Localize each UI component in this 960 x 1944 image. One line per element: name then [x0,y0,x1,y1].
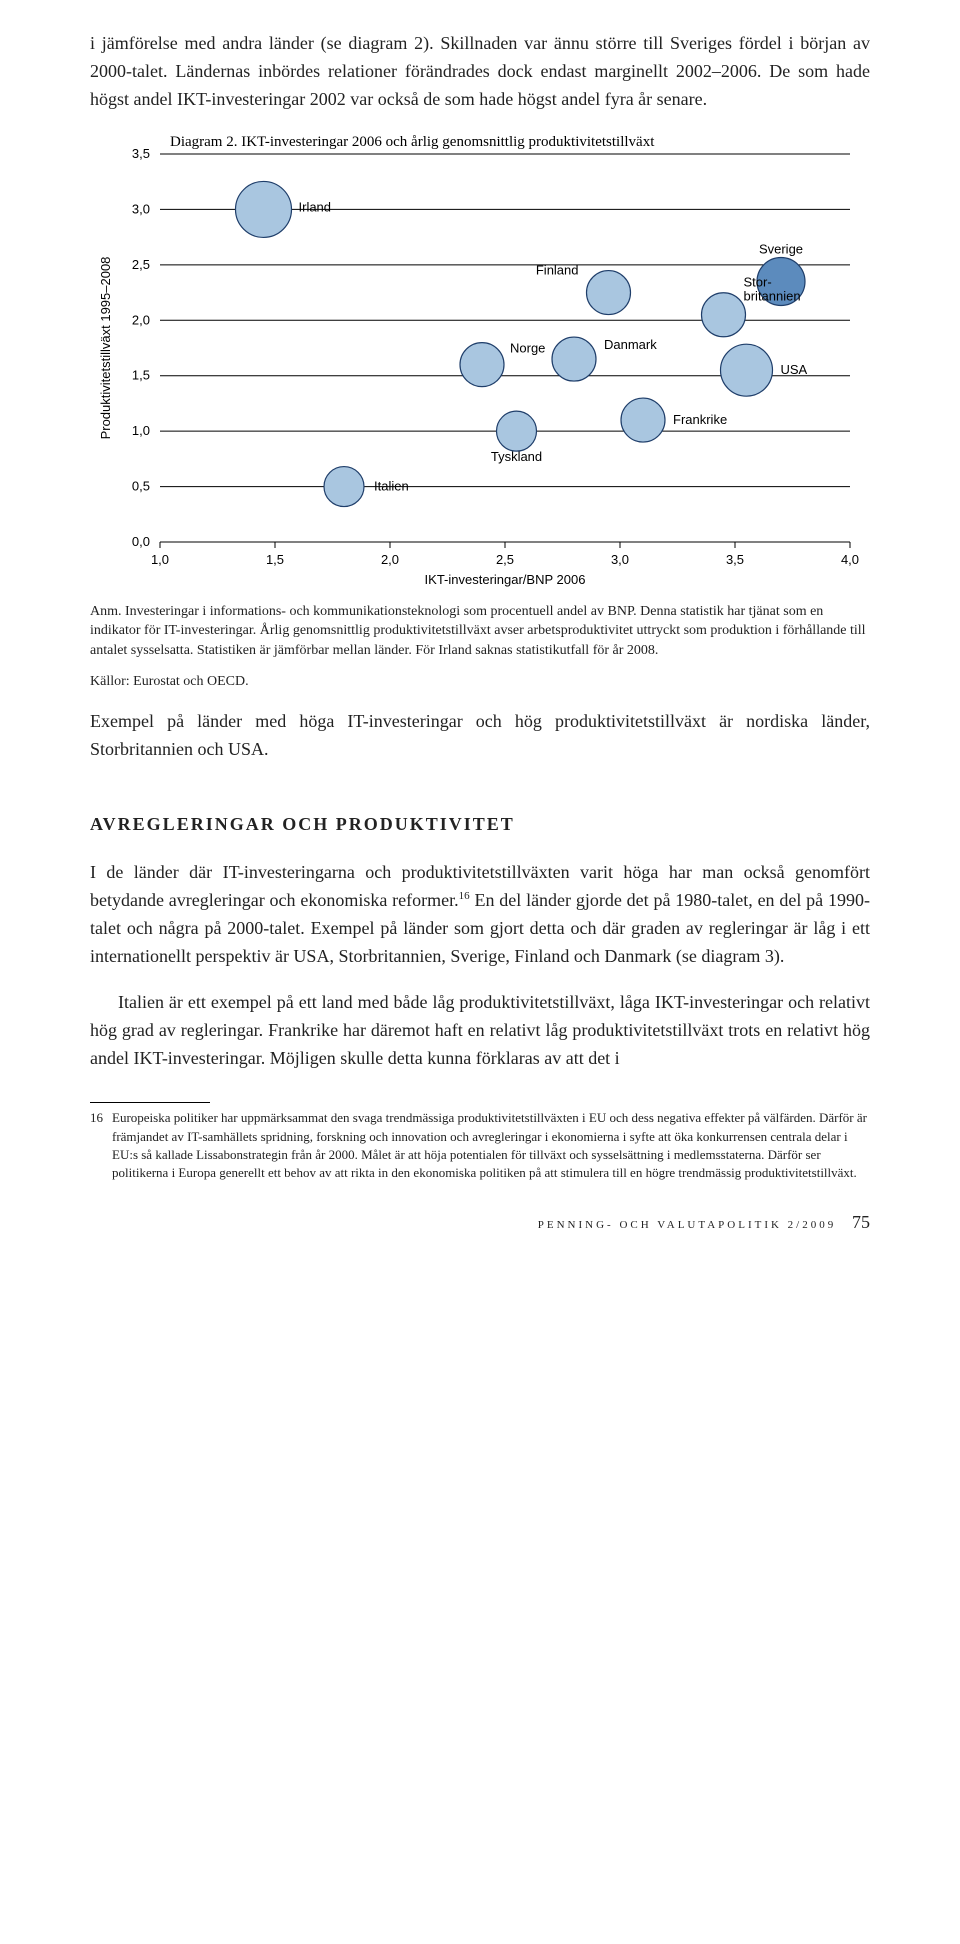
svg-text:Frankrike: Frankrike [673,412,727,427]
svg-text:IKT-investeringar/BNP 2006: IKT-investeringar/BNP 2006 [425,572,586,587]
footnote-text: Europeiska politiker har uppmärksammat d… [112,1109,870,1182]
svg-text:britannien: britannien [744,288,801,303]
svg-text:0,5: 0,5 [132,478,150,493]
svg-text:USA: USA [781,362,808,377]
svg-text:3,5: 3,5 [132,146,150,161]
svg-text:3,0: 3,0 [132,201,150,216]
diagram-2-chart: Diagram 2. IKT-investeringar 2006 och år… [90,132,870,592]
section-paragraph-2: Italien är ett exempel på ett land med b… [90,989,870,1073]
footnote-16: 16 Europeiska politiker har uppmärksamma… [90,1109,870,1182]
svg-text:1,0: 1,0 [132,423,150,438]
svg-text:Norge: Norge [510,340,545,355]
svg-text:Stor-: Stor- [744,274,772,289]
svg-text:Danmark: Danmark [604,337,657,352]
svg-text:3,5: 3,5 [726,552,744,567]
svg-text:Diagram 2. IKT-investeringar 2: Diagram 2. IKT-investeringar 2006 och år… [170,134,655,150]
svg-text:2,0: 2,0 [132,312,150,327]
svg-text:2,5: 2,5 [132,257,150,272]
svg-text:1,0: 1,0 [151,552,169,567]
section-paragraph-1: I de länder där IT-investeringarna och p… [90,859,870,971]
svg-text:2,0: 2,0 [381,552,399,567]
svg-text:Produktivitetstillväxt 1995–20: Produktivitetstillväxt 1995–2008 [98,256,113,439]
svg-text:Sverige: Sverige [759,241,803,256]
footnote-rule [90,1102,210,1103]
intro-paragraph: i jämförelse med andra länder (se diagra… [90,30,870,114]
svg-text:1,5: 1,5 [132,367,150,382]
svg-text:2,5: 2,5 [496,552,514,567]
section-heading: AVREGLERINGAR OCH PRODUKTIVITET [90,814,870,835]
footnote-number: 16 [90,1109,112,1182]
svg-text:Tyskland: Tyskland [491,449,542,464]
page-footer: PENNING- OCH VALUTAPOLITIK 2/2009 75 [90,1212,870,1233]
scatter-chart-svg: Diagram 2. IKT-investeringar 2006 och år… [90,132,870,592]
svg-text:4,0: 4,0 [841,552,859,567]
svg-text:0,0: 0,0 [132,534,150,549]
svg-text:3,0: 3,0 [611,552,629,567]
svg-text:Italien: Italien [374,478,409,493]
svg-text:1,5: 1,5 [266,552,284,567]
footer-label: PENNING- OCH VALUTAPOLITIK 2/2009 [538,1219,836,1231]
page-number: 75 [852,1212,870,1232]
chart-note: Anm. Investeringar i informations- och k… [90,602,870,661]
svg-text:Irland: Irland [299,199,332,214]
svg-text:Finland: Finland [536,262,579,277]
post-chart-paragraph: Exempel på länder med höga IT-investerin… [90,708,870,764]
footnote-ref-16: 16 [459,890,470,902]
chart-source: Källor: Eurostat och OECD. [90,674,870,690]
